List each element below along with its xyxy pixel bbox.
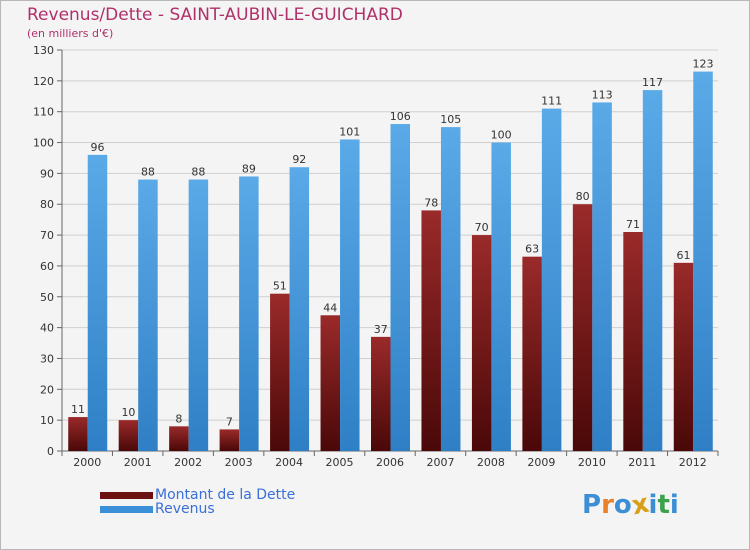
y-tick-label: 80 xyxy=(40,198,54,211)
data-label-dette: 51 xyxy=(273,280,287,293)
data-label-dette: 80 xyxy=(576,190,590,203)
data-label-revenus: 123 xyxy=(693,58,714,71)
x-tick-label: 2003 xyxy=(225,456,253,469)
data-label-revenus: 106 xyxy=(390,110,411,123)
x-tick-label: 2002 xyxy=(174,456,202,469)
bar-revenus xyxy=(541,108,562,451)
data-label-dette: 8 xyxy=(175,412,182,425)
legend-item-revenus: Revenus xyxy=(100,500,215,518)
data-label-revenus: 88 xyxy=(191,166,205,179)
bar-dette xyxy=(118,420,139,451)
y-tick-label: 130 xyxy=(33,44,54,57)
data-label-revenus: 92 xyxy=(292,153,306,166)
bar-dette xyxy=(169,426,189,451)
x-tick-label: 2010 xyxy=(578,456,606,469)
data-label-dette: 10 xyxy=(121,406,135,419)
x-tick-label: 2006 xyxy=(376,456,404,469)
logo-letter: r xyxy=(601,490,614,520)
bar-revenus xyxy=(592,102,612,451)
bar-dette xyxy=(270,293,290,451)
data-label-dette: 11 xyxy=(71,403,85,416)
bar-dette xyxy=(371,336,391,451)
bar-dette xyxy=(471,235,492,451)
logo-letter: i xyxy=(648,490,658,520)
data-label-dette: 78 xyxy=(424,196,438,209)
x-tick-label: 2004 xyxy=(275,456,303,469)
axes: 0 10 20 30 40 50 60 70 80 90 100 110 120 130 2000 2001 2… xyxy=(33,44,719,469)
data-label-dette: 7 xyxy=(226,415,233,428)
data-label-revenus: 88 xyxy=(141,166,155,179)
bar-revenus xyxy=(138,179,158,452)
data-label-revenus: 105 xyxy=(440,113,461,126)
x-tick-label: 2008 xyxy=(477,456,505,469)
bar-revenus xyxy=(440,127,461,451)
logo-letter: P xyxy=(582,490,602,520)
bars xyxy=(68,71,713,452)
chart-title: Revenus/Dette - SAINT-AUBIN-LE-GUICHARD xyxy=(27,5,403,25)
legend-swatch-dette xyxy=(100,491,153,499)
bar-revenus xyxy=(390,124,410,452)
y-tick-label: 100 xyxy=(33,137,54,150)
data-label-dette: 37 xyxy=(374,323,388,336)
data-label-dette: 44 xyxy=(323,301,337,314)
x-tick-label: 2012 xyxy=(679,456,707,469)
bar-revenus xyxy=(239,176,259,451)
data-label-dette: 70 xyxy=(475,221,489,234)
legend-item-dette: Montant de la Dette xyxy=(100,486,295,504)
bar-dette xyxy=(572,204,593,451)
legend-label-dette: Montant de la Dette xyxy=(155,487,296,503)
data-label-revenus: 113 xyxy=(592,88,613,101)
bar-dette xyxy=(673,262,694,451)
logo-letter: i xyxy=(669,490,679,520)
x-tick-label: 2011 xyxy=(628,456,656,469)
data-label-revenus: 100 xyxy=(491,129,512,142)
y-tick-label: 0 xyxy=(47,445,54,458)
data-label-dette: 63 xyxy=(525,243,539,256)
data-label-revenus: 117 xyxy=(642,76,663,89)
data-label-revenus: 89 xyxy=(242,162,256,175)
proxiti-logo: Proxiti xyxy=(582,489,679,522)
y-tick-label: 90 xyxy=(40,167,54,180)
y-tick-label: 10 xyxy=(40,414,54,427)
x-tick-label: 2005 xyxy=(326,456,354,469)
logo-letter: t xyxy=(657,490,670,520)
data-label-dette: 71 xyxy=(626,218,640,231)
bar-revenus xyxy=(642,90,663,451)
bar-revenus xyxy=(693,71,713,451)
x-tick-label: 2000 xyxy=(73,456,101,469)
bar-dette xyxy=(68,417,88,451)
bar-revenus xyxy=(289,167,310,451)
bar-dette xyxy=(320,315,341,451)
legend-label-revenus: Revenus xyxy=(155,501,215,517)
x-tick-label: 2007 xyxy=(426,456,454,469)
data-label-revenus: 96 xyxy=(90,141,104,154)
data-label-revenus: 101 xyxy=(339,125,360,138)
y-tick-label: 40 xyxy=(40,322,54,335)
logo-letter: o xyxy=(613,490,632,520)
bar-revenus xyxy=(491,142,511,452)
bar-revenus xyxy=(188,179,209,452)
y-tick-label: 60 xyxy=(40,260,54,273)
y-tick-label: 50 xyxy=(40,291,54,304)
data-label-dette: 61 xyxy=(677,249,691,262)
bar-dette xyxy=(421,210,441,451)
x-tick-label: 2009 xyxy=(527,456,555,469)
y-tick-label: 120 xyxy=(33,75,54,88)
chart-subtitle: (en milliers d'€) xyxy=(27,27,114,40)
y-tick-label: 70 xyxy=(40,229,54,242)
y-tick-label: 20 xyxy=(40,383,54,396)
bar-dette xyxy=(522,256,542,451)
y-tick-label: 110 xyxy=(33,106,54,119)
bar-dette xyxy=(623,231,643,451)
y-tick-label: 30 xyxy=(40,352,54,365)
bar-revenus xyxy=(87,154,108,451)
legend-swatch-revenus xyxy=(100,505,153,513)
bar-dette xyxy=(219,429,240,451)
data-labels: 1196108888878951924410137106781057010063… xyxy=(71,58,714,429)
bar-revenus xyxy=(340,139,360,451)
data-label-revenus: 111 xyxy=(541,95,562,108)
x-tick-label: 2001 xyxy=(124,456,152,469)
